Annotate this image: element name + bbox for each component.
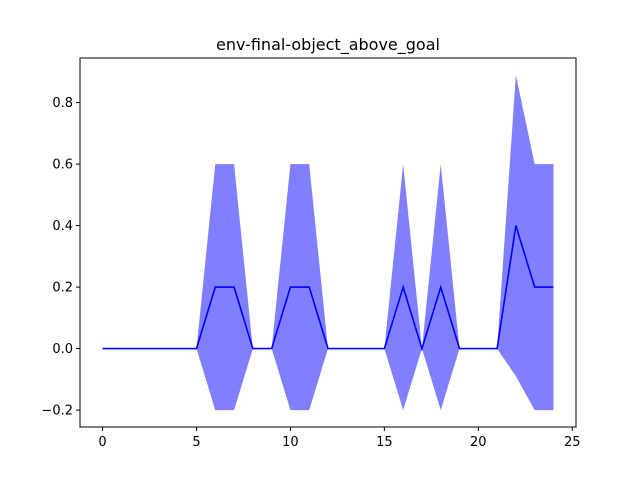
y-axis: −0.2 0.0 0.2 0.4 0.6 0.8 [41, 96, 80, 419]
plot-frame [79, 57, 577, 428]
confidence-band-layer [102, 74, 554, 411]
y-tick-label: 0.2 [52, 281, 73, 296]
chart-title: env-final-object_above_goal [216, 35, 440, 55]
y-tick-label: 0.8 [52, 96, 73, 111]
x-tick-label: 0 [98, 435, 106, 450]
series-line-layer [102, 225, 554, 352]
x-tick-label: 20 [470, 435, 487, 450]
y-tick-label: −0.2 [41, 404, 73, 419]
x-tick-label: 10 [282, 435, 299, 450]
x-tick-label: 5 [192, 435, 200, 450]
y-tick-label: 0.0 [52, 342, 73, 357]
series-line-0 [102, 225, 554, 352]
y-tick-label: 0.4 [52, 219, 73, 234]
x-tick-label: 25 [564, 435, 581, 450]
y-tick-label: 0.6 [52, 158, 73, 173]
x-tick-label: 15 [376, 435, 393, 450]
confidence-band-0 [102, 74, 554, 411]
x-axis: 0 5 10 15 20 25 [98, 427, 581, 450]
